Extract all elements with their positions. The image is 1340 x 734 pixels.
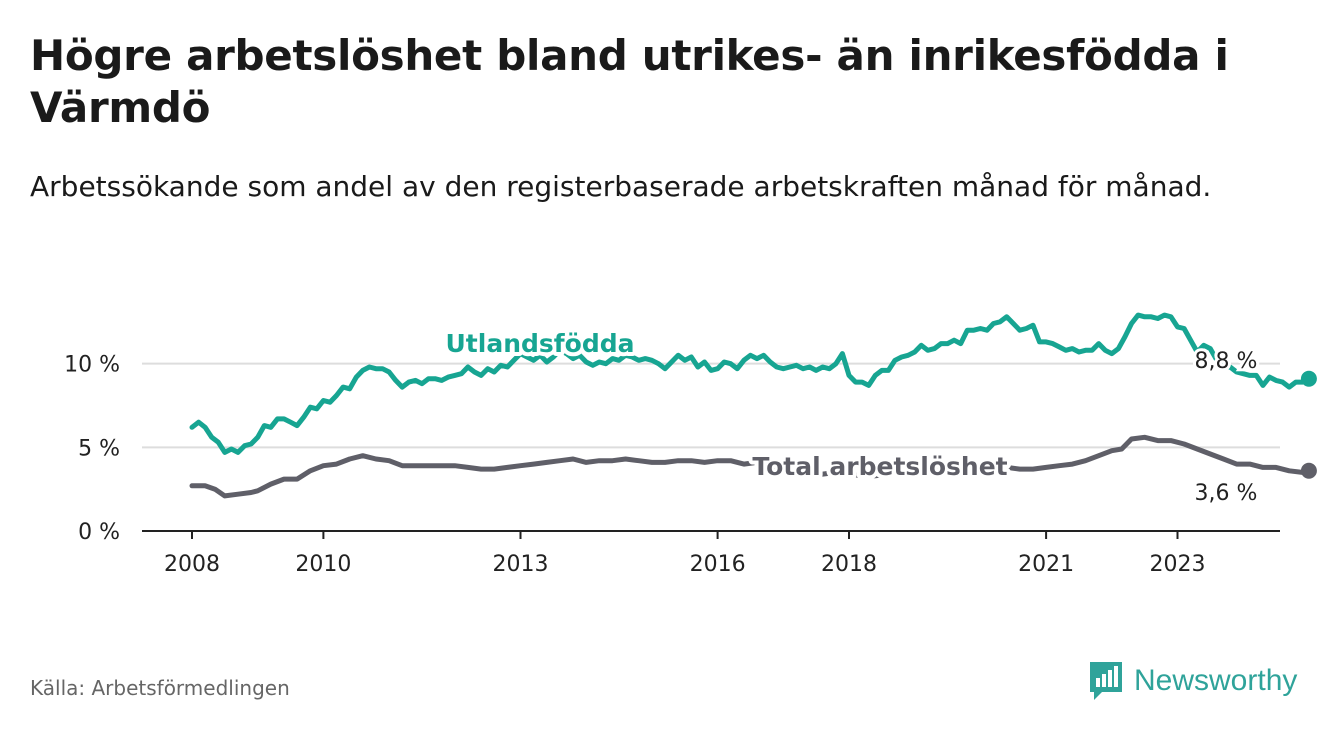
- x-tick-label: 2008: [164, 552, 220, 577]
- x-tick-label: 2013: [493, 552, 549, 577]
- y-tick-label: 10 %: [64, 353, 120, 378]
- total-arbetsloshet-line: [189, 434, 1312, 499]
- chart-subtitle: Arbetssökande som andel av den registerb…: [30, 170, 1212, 203]
- utlandsfodda-line: [189, 312, 1312, 455]
- series-labels: Utlandsfödda Total arbetslöshet 8,8 % 3,6 %: [442, 325, 1261, 509]
- y-tick-label: 5 %: [78, 436, 120, 461]
- x-tick-label: 2021: [1018, 552, 1074, 577]
- total-arbetsloshet-label: Total arbetslöshet: [752, 452, 1007, 481]
- source-note: Källa: Arbetsförmedlingen: [30, 676, 290, 700]
- newsworthy-logo-icon: [1090, 662, 1122, 700]
- x-tick-label: 2016: [690, 552, 746, 577]
- brand-logo[interactable]: Newsworthy: [1088, 660, 1297, 702]
- y-axis: 0 % 5 % 10 %: [64, 353, 120, 545]
- x-tick-label: 2023: [1150, 552, 1206, 577]
- utlandsfodda-end-marker: [1300, 370, 1317, 387]
- y-tick-label: 0 %: [78, 520, 120, 545]
- utlandsfodda-label: Utlandsfödda: [446, 329, 635, 358]
- x-tick-label: 2018: [821, 552, 877, 577]
- series-lines: [189, 312, 1317, 499]
- total-end-marker: [1300, 462, 1317, 479]
- chart-title: Högre arbetslöshet bland utrikes- än inr…: [30, 31, 1229, 132]
- x-tick-label: 2010: [295, 552, 351, 577]
- x-axis: 2008 2010 2013 2016 2018 2021 2023: [142, 530, 1280, 577]
- gridlines: [142, 362, 1280, 449]
- brand-name: Newsworthy: [1134, 664, 1298, 697]
- total-end-value: 3,6 %: [1195, 481, 1258, 506]
- utlandsfodda-end-value: 8,8 %: [1195, 349, 1258, 374]
